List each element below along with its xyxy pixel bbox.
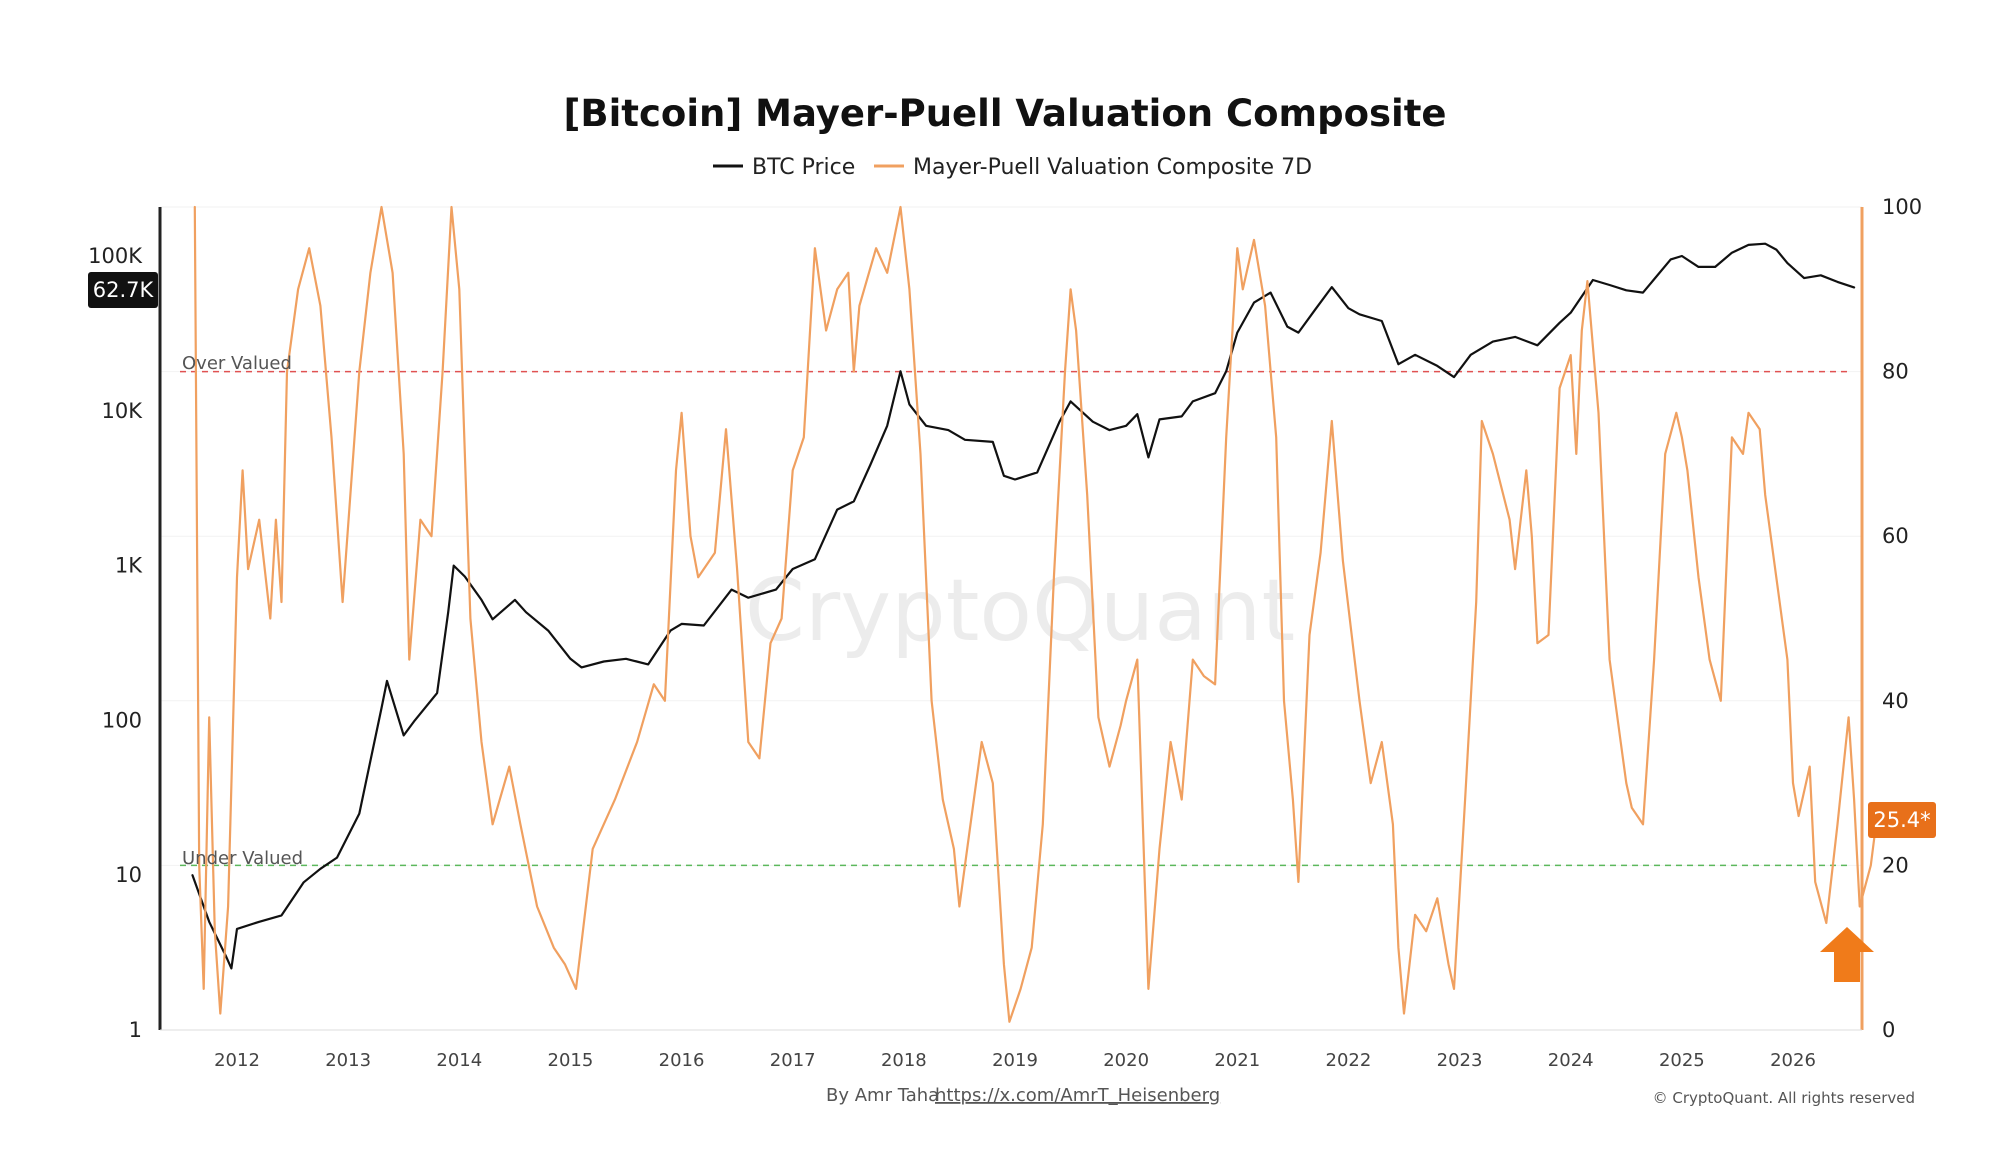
under-valued-label: Under Valued	[182, 848, 303, 869]
x-tick-label: 2013	[325, 1050, 371, 1071]
footer-author: By Amr Taha	[826, 1085, 939, 1106]
x-tick-label: 2022	[1326, 1050, 1372, 1071]
left-tick-label: 1	[129, 1018, 142, 1042]
x-tick-label: 2017	[770, 1050, 816, 1071]
threshold-layer	[180, 370, 1852, 867]
x-tick-label: 2018	[881, 1050, 927, 1071]
x-tick-label: 2015	[548, 1050, 594, 1071]
tick-layer: 0 20 40 60 80 100 1 10 100 1K 10K 100K 2012 2013 2014 2…	[88, 195, 1922, 1071]
chart-title: [Bitcoin] Mayer-Puell Valuation Composit…	[563, 92, 1446, 135]
price-badge-text: 62.7K	[93, 278, 155, 302]
right-tick-label: 20	[1882, 853, 1909, 877]
x-tick-label: 2023	[1437, 1050, 1483, 1071]
footer-copyright: © CryptoQuant. All rights reserved	[1653, 1089, 1915, 1107]
left-tick-label: 100K	[88, 244, 143, 268]
x-tick-label: 2020	[1103, 1050, 1149, 1071]
right-tick-label: 80	[1882, 360, 1909, 384]
x-tick-label: 2014	[436, 1050, 482, 1071]
composite-badge: 25.4*	[1868, 802, 1936, 838]
price-badge: 62.7K	[88, 272, 158, 308]
x-tick-label: 2019	[992, 1050, 1038, 1071]
right-tick-label: 40	[1882, 689, 1909, 713]
x-tick-label: 2026	[1770, 1050, 1816, 1071]
left-tick-label: 1K	[115, 554, 143, 578]
right-tick-label: 100	[1882, 195, 1922, 219]
right-tick-label: 0	[1882, 1018, 1895, 1042]
watermark: CryptoQuant	[745, 561, 1295, 661]
legend: BTC Price Mayer-Puell Valuation Composit…	[713, 155, 1312, 180]
up-arrow-icon	[1820, 927, 1874, 982]
up-arrow-shape	[1820, 927, 1874, 982]
legend-label-composite[interactable]: Mayer-Puell Valuation Composite 7D	[913, 155, 1312, 180]
left-tick-label: 100	[102, 708, 142, 732]
over-valued-label: Over Valued	[182, 353, 292, 374]
price-badge-bg	[88, 272, 158, 308]
x-tick-label: 2025	[1659, 1050, 1705, 1071]
series-layer	[191, 205, 1878, 1023]
left-tick-label: 10K	[102, 399, 144, 423]
composite-badge-text: 25.4*	[1873, 808, 1930, 832]
x-tick-label: 2021	[1214, 1050, 1260, 1071]
series-line-composite	[193, 205, 1878, 1023]
x-tick-label: 2024	[1548, 1050, 1594, 1071]
x-tick-label: 2016	[659, 1050, 705, 1071]
right-tick-label: 60	[1882, 524, 1909, 548]
footer-link[interactable]: https://x.com/AmrT_Heisenberg	[935, 1085, 1220, 1106]
left-tick-label: 10	[115, 863, 142, 887]
x-tick-label: 2012	[214, 1050, 260, 1071]
legend-label-btc[interactable]: BTC Price	[752, 155, 855, 180]
composite-badge-bg	[1868, 802, 1936, 838]
